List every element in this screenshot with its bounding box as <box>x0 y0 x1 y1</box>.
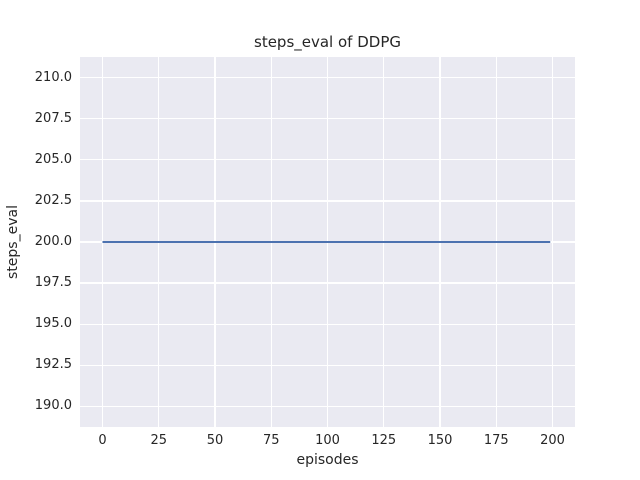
chart-title: steps_eval of DDPG <box>254 33 401 51</box>
x-axis-label: episodes <box>296 452 359 468</box>
y-tick-label: 192.5 <box>34 357 72 373</box>
x-tick-label: 25 <box>150 433 168 448</box>
y-tick-label: 190.0 <box>34 398 72 414</box>
y-tick-label: 207.5 <box>34 110 72 126</box>
vertical-gridline <box>101 57 104 427</box>
plot-area <box>80 57 575 427</box>
x-tick-label: 50 <box>206 433 224 448</box>
y-tick-label: 202.5 <box>34 192 72 208</box>
y-tick-label: 205.0 <box>34 151 72 167</box>
vertical-gridline <box>551 57 554 427</box>
x-tick-label: 125 <box>371 433 397 448</box>
x-tick-label: 75 <box>262 433 280 448</box>
y-tick-label: 200.0 <box>34 234 72 249</box>
x-tick-label: 175 <box>483 433 509 448</box>
x-tick-label: 0 <box>98 433 107 448</box>
x-tick-label: 150 <box>427 433 453 448</box>
y-tick-label: 195.0 <box>34 316 72 332</box>
y-tick-label: 197.5 <box>34 275 72 291</box>
x-tick-label: 200 <box>540 433 565 448</box>
y-tick-label: 210.0 <box>34 69 72 85</box>
series-layer <box>102 241 551 243</box>
x-tick-label: 100 <box>315 433 340 448</box>
